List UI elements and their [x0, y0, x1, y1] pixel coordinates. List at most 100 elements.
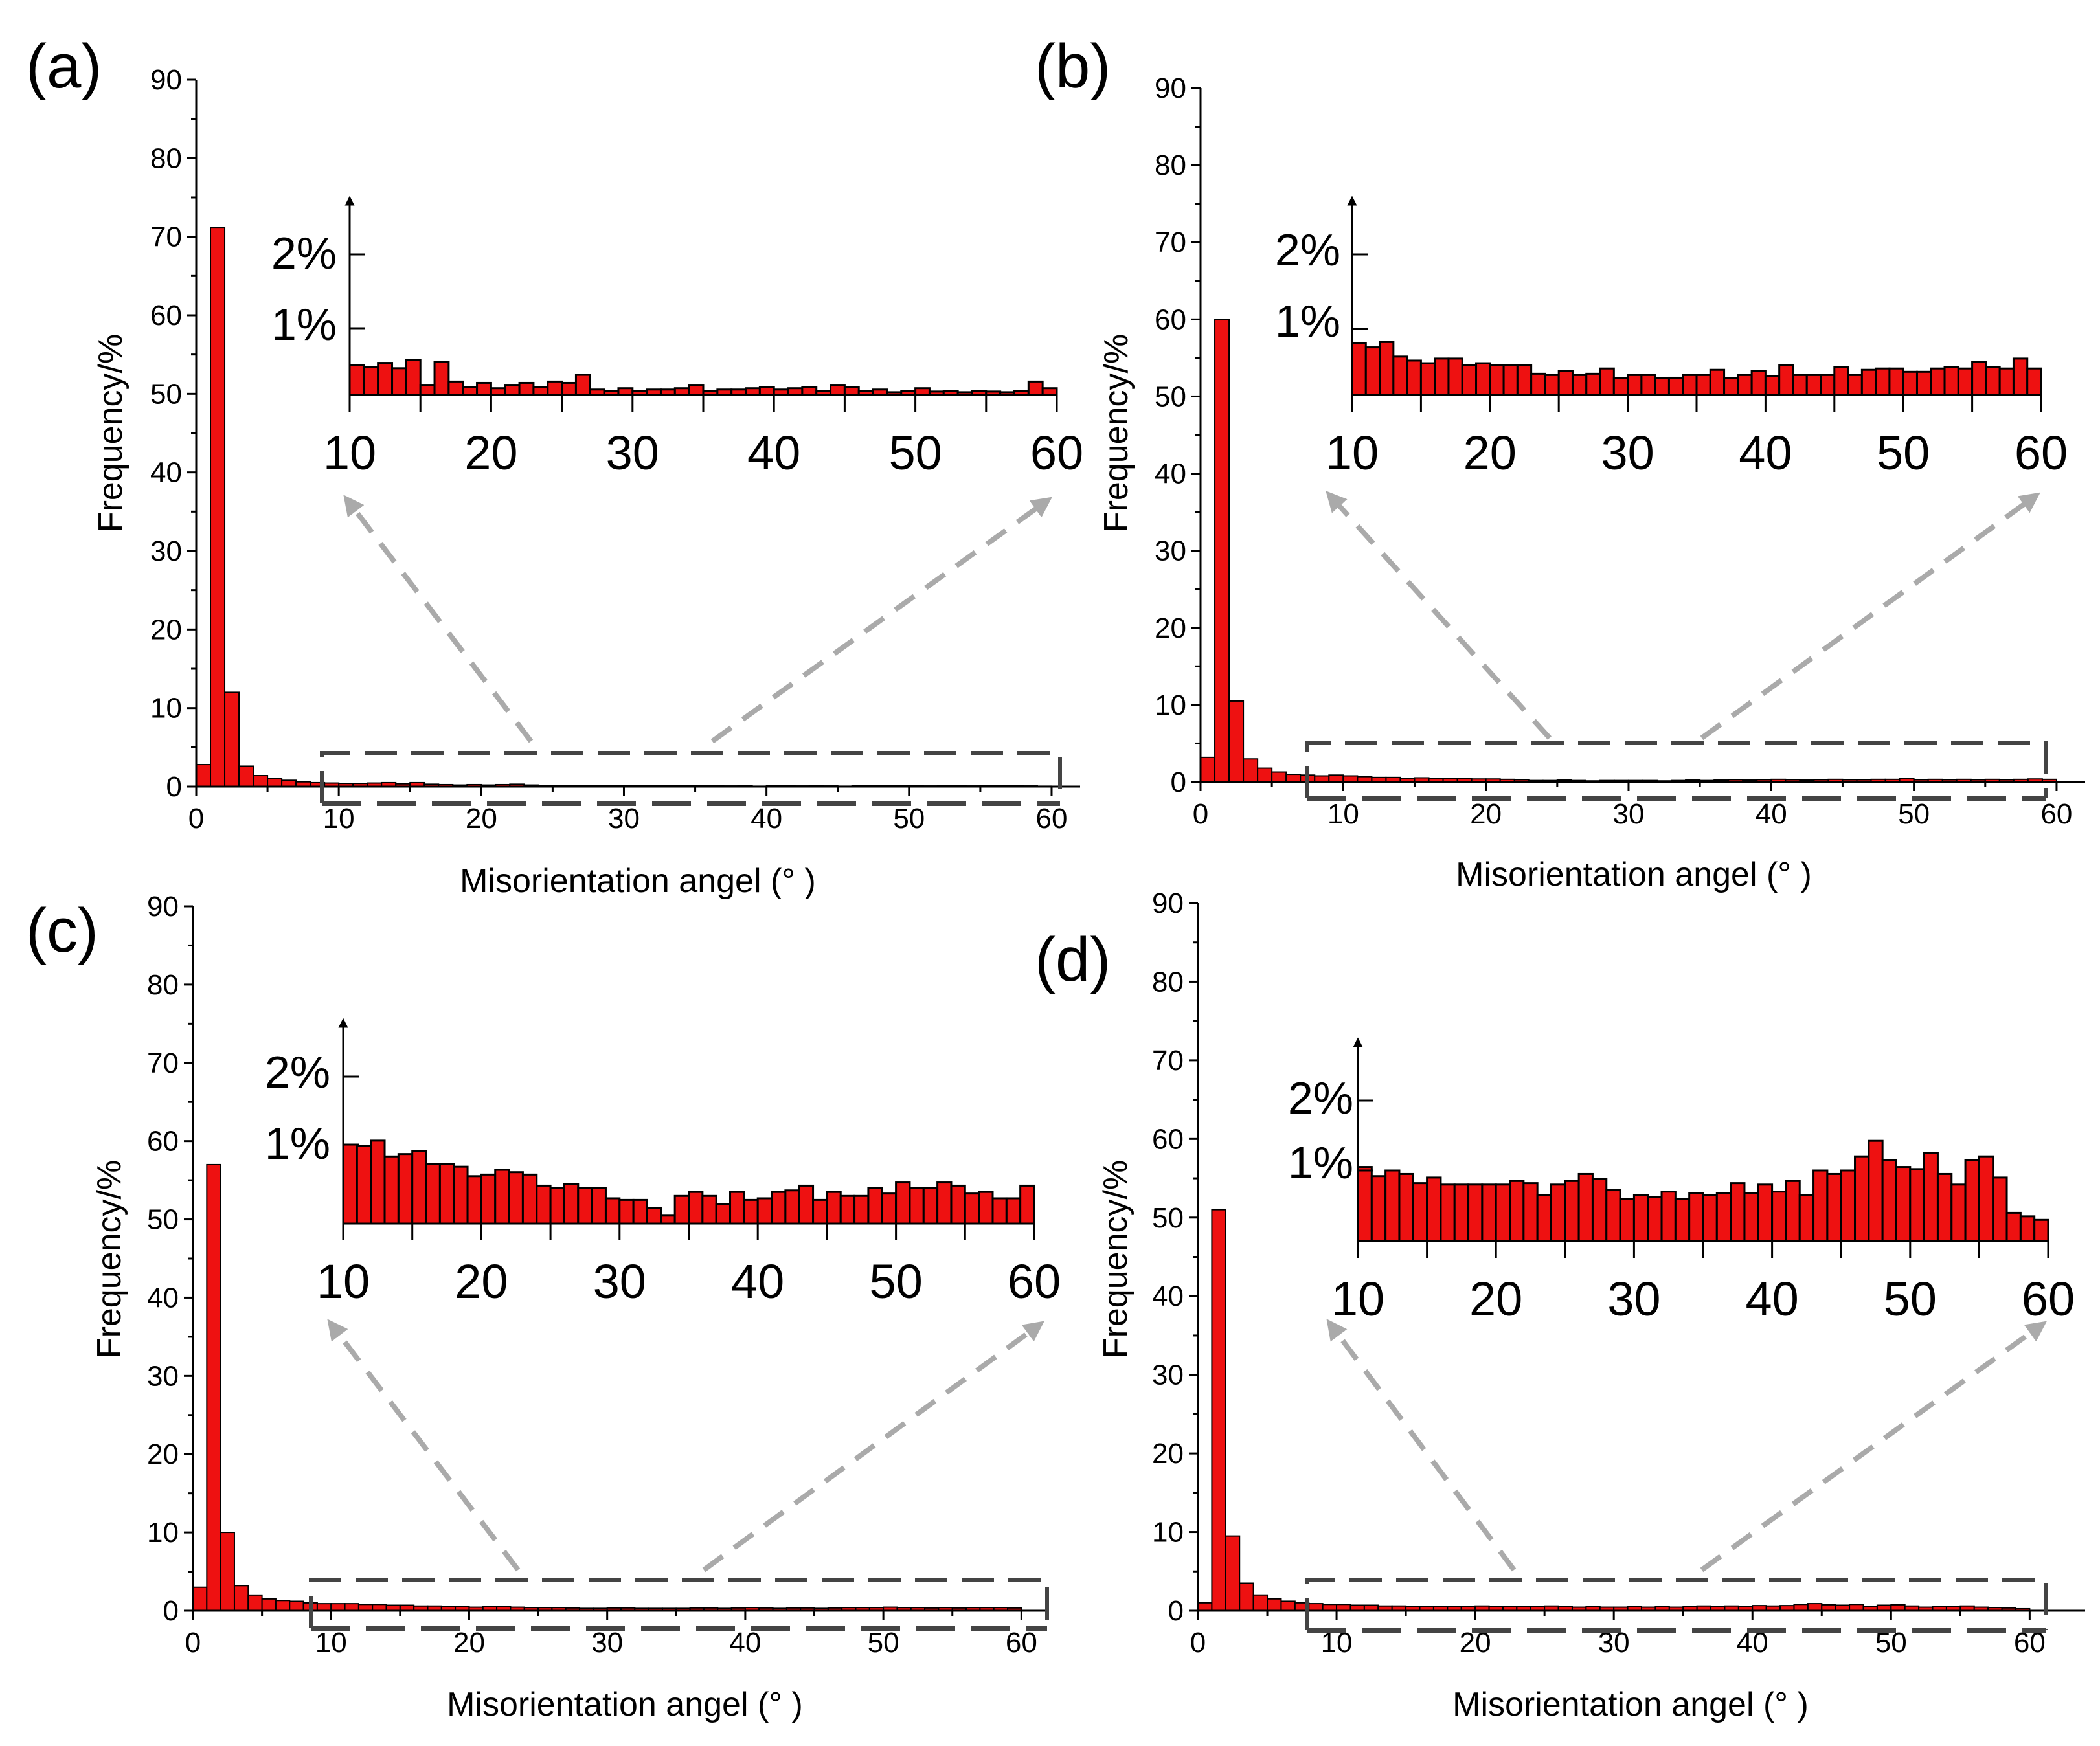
inset-bar [978, 1191, 994, 1225]
inset-x-tick-label: 60 [1030, 426, 1083, 480]
inset-y-tick-label: 1% [1275, 296, 1340, 346]
inset-bar [1564, 1180, 1580, 1242]
inset-bar [1798, 1194, 1815, 1242]
x-tick-label: 30 [591, 1627, 623, 1659]
inset-y-tick-label: 1% [271, 299, 337, 350]
inset-x-tick-label: 20 [1469, 1272, 1522, 1326]
bar [1807, 1603, 1823, 1612]
inset-bar [1820, 374, 1836, 396]
inset-bar [2026, 367, 2042, 396]
inset-bar [391, 367, 407, 396]
inset-bar [1379, 341, 1395, 396]
inset-bar [922, 1187, 939, 1225]
y-axis-title: Frequency/% [1097, 1160, 1135, 1358]
y-tick-label: 80 [1155, 150, 1186, 181]
bar [210, 227, 226, 787]
bar-series [1197, 1209, 2031, 1612]
inset-bar [1406, 359, 1422, 396]
bar [344, 1603, 359, 1612]
y-tick-label: 50 [150, 378, 182, 410]
inset-bar [425, 1163, 441, 1225]
inset-bar [462, 386, 479, 396]
inset-bar [1516, 364, 1533, 396]
chart-panel-c: (c) 0 10 20 30 40 50 60 70 80 90 0 10 20 30 40 50 60 Misor… [26, 891, 1061, 1723]
inset-bar [1502, 364, 1519, 396]
inset-x-tick-label: 20 [1463, 426, 1517, 480]
y-tick-label: 0 [166, 771, 182, 803]
bar [233, 1585, 249, 1612]
inset-bar [383, 1155, 400, 1225]
inset-bar [617, 387, 634, 396]
bar [247, 1594, 263, 1612]
inset-bar [536, 1184, 552, 1225]
bar [1280, 1600, 1296, 1612]
y-tick-label: 60 [1155, 304, 1186, 335]
inset-bar [1805, 374, 1822, 396]
y-tick-label: 20 [150, 614, 182, 645]
inset-bar [1605, 1189, 1621, 1242]
inset-bar [1915, 370, 1932, 396]
y-tick-label: 30 [150, 535, 182, 567]
inset-bar [895, 1181, 911, 1225]
bar [1225, 1535, 1241, 1611]
bar [261, 1598, 277, 1612]
y-tick-label: 10 [1152, 1517, 1184, 1549]
inset-bar [745, 387, 761, 396]
inset-bar [1370, 1175, 1387, 1242]
inset-bar [504, 384, 521, 396]
inset-bar [632, 1198, 648, 1225]
bar [1200, 756, 1216, 783]
inset-bar [1489, 364, 1505, 396]
inset-bar [1384, 1169, 1401, 1242]
inset-bar [480, 1173, 497, 1225]
inset-y-tick-label: 1% [1288, 1137, 1353, 1188]
inset-bar [1812, 1169, 1829, 1242]
y-tick-label: 40 [1152, 1281, 1184, 1312]
x-axis-title: Misorientation angel (° ) [1456, 856, 1812, 893]
inset-bar [1599, 367, 1615, 396]
inset-bar [574, 374, 591, 396]
inset-bar [936, 1181, 953, 1225]
inset-bar [356, 1145, 372, 1225]
inset-bar [867, 1187, 883, 1225]
inset-bar [1674, 1198, 1691, 1242]
bar [1197, 1602, 1213, 1611]
inset-bar [1467, 1183, 1484, 1242]
inset-x-tick-label: 10 [1326, 426, 1379, 480]
inset-bar [1654, 377, 1670, 396]
inset-x-tick-label: 50 [869, 1255, 922, 1308]
inset-x-tick-label: 20 [464, 426, 517, 480]
inset-bar [563, 1183, 580, 1225]
inset-x-tick-label: 60 [2015, 426, 2068, 480]
inset-bar [1667, 376, 1684, 396]
zoom-box-outline [1305, 1578, 2048, 1630]
inset-bar [1019, 1184, 1035, 1225]
x-tick-label: 0 [1193, 798, 1208, 830]
inset-x-tick-label: 60 [1008, 1255, 1061, 1308]
inset-bar [1964, 1159, 1980, 1242]
inset-bar [1709, 368, 1726, 396]
inset-bar [508, 1171, 524, 1225]
zoom-box-outline [1305, 741, 2048, 798]
x-tick-label: 20 [1470, 798, 1502, 830]
y-tick-label: 50 [1155, 381, 1186, 412]
x-tick-label: 60 [1006, 1627, 1037, 1659]
inset-bar [466, 1175, 482, 1225]
bar [220, 1532, 235, 1611]
inset-bar [2019, 1215, 2036, 1242]
bar [316, 1603, 332, 1612]
inset-chart: 2% 1% 10 20 30 40 50 60 [1275, 196, 2068, 480]
y-tick-label: 60 [1152, 1123, 1184, 1155]
inset-x-tick-label: 30 [606, 426, 659, 480]
bar [224, 691, 240, 788]
inset-bar [1351, 342, 1367, 396]
inset-bar [771, 1191, 787, 1225]
inset-bar [801, 386, 818, 396]
bar [1243, 758, 1259, 783]
inset-bar [1750, 370, 1767, 396]
x-tick-label: 40 [751, 803, 782, 834]
y-tick-label: 70 [1152, 1045, 1184, 1077]
inset-x-tick-label: 50 [1877, 426, 1930, 480]
x-tick-label: 60 [1035, 803, 1067, 834]
y-tick-label: 80 [1152, 966, 1184, 998]
